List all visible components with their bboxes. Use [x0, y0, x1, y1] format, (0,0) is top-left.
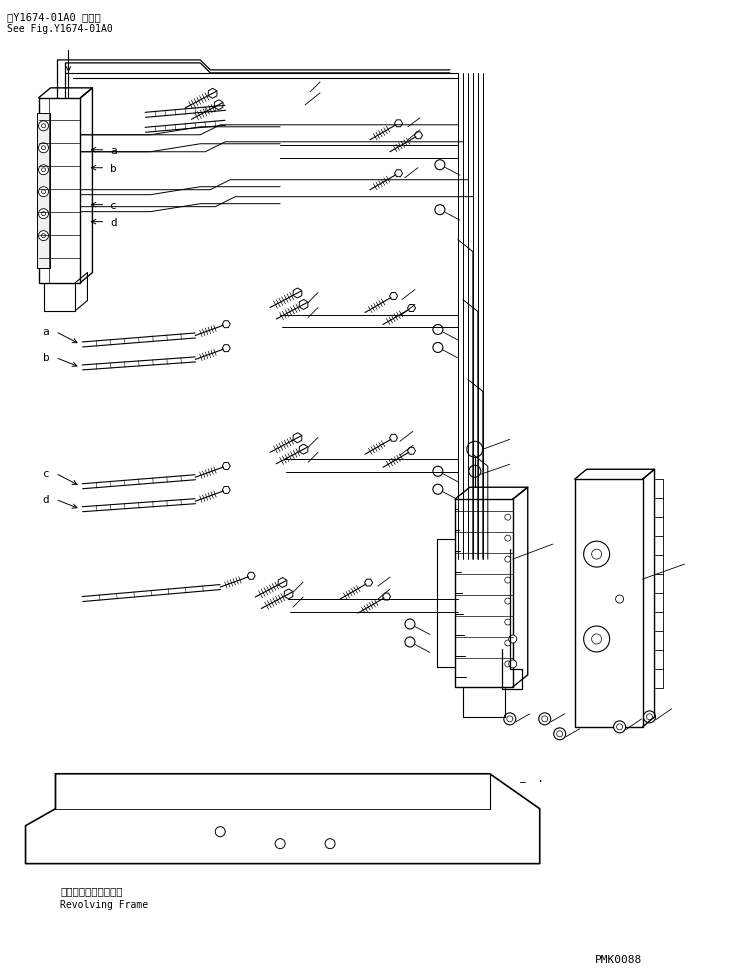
Text: a: a [42, 327, 49, 338]
Polygon shape [395, 169, 403, 177]
Circle shape [646, 713, 652, 720]
Circle shape [468, 466, 481, 477]
Polygon shape [223, 345, 231, 351]
Text: b: b [111, 164, 117, 173]
Text: d: d [42, 496, 49, 505]
Circle shape [435, 160, 445, 169]
Polygon shape [389, 435, 397, 441]
Polygon shape [223, 487, 231, 494]
Circle shape [591, 549, 602, 560]
Polygon shape [293, 288, 302, 298]
Circle shape [507, 716, 513, 722]
Circle shape [42, 146, 45, 150]
Bar [455, 499, 513, 687]
Text: a: a [111, 146, 117, 156]
Circle shape [42, 124, 45, 128]
Bar [37, 113, 51, 267]
Circle shape [42, 190, 45, 194]
Polygon shape [278, 578, 287, 588]
Polygon shape [299, 444, 308, 454]
Circle shape [325, 838, 335, 849]
Text: c: c [111, 200, 117, 211]
Circle shape [553, 728, 566, 740]
Circle shape [505, 661, 511, 667]
Polygon shape [389, 292, 397, 299]
Text: PMK0088: PMK0088 [594, 955, 642, 965]
Circle shape [39, 142, 48, 153]
Bar [39, 98, 81, 283]
Polygon shape [284, 589, 293, 599]
Circle shape [505, 557, 511, 562]
Circle shape [42, 233, 45, 237]
Circle shape [505, 514, 511, 520]
Circle shape [583, 541, 610, 567]
Circle shape [505, 640, 511, 646]
Circle shape [509, 660, 517, 668]
Circle shape [39, 230, 48, 241]
Polygon shape [408, 305, 416, 312]
Text: d: d [111, 218, 117, 227]
Polygon shape [223, 320, 231, 327]
Polygon shape [223, 463, 231, 469]
Circle shape [215, 827, 225, 836]
Polygon shape [293, 433, 302, 442]
Text: c: c [42, 469, 49, 479]
Circle shape [505, 598, 511, 604]
Bar [575, 479, 643, 727]
Circle shape [505, 535, 511, 541]
Circle shape [275, 838, 285, 849]
Polygon shape [383, 593, 391, 600]
Circle shape [433, 467, 443, 476]
Text: 第Y1674-01A0 図参照: 第Y1674-01A0 図参照 [7, 12, 100, 22]
Circle shape [505, 619, 511, 625]
Circle shape [433, 343, 443, 352]
Circle shape [583, 626, 610, 652]
Polygon shape [408, 447, 416, 454]
Circle shape [433, 324, 443, 335]
Polygon shape [395, 120, 403, 127]
Polygon shape [414, 132, 422, 138]
Circle shape [613, 721, 626, 733]
Circle shape [433, 484, 443, 495]
Circle shape [504, 712, 516, 725]
Polygon shape [208, 88, 217, 99]
Circle shape [616, 595, 624, 603]
Text: –  ·: – · [520, 776, 543, 787]
Circle shape [557, 731, 563, 737]
Circle shape [39, 165, 48, 174]
Circle shape [42, 212, 45, 216]
Polygon shape [247, 572, 255, 579]
Circle shape [591, 634, 602, 644]
Circle shape [467, 441, 483, 457]
Polygon shape [299, 299, 308, 310]
Circle shape [405, 619, 415, 629]
Circle shape [42, 167, 45, 171]
Circle shape [542, 716, 548, 722]
Circle shape [39, 187, 48, 197]
Circle shape [435, 204, 445, 215]
Polygon shape [214, 100, 223, 109]
Polygon shape [365, 579, 373, 586]
Text: See Fig.Y1674-01A0: See Fig.Y1674-01A0 [7, 24, 112, 34]
Text: レボルビングフレーム: レボルビングフレーム [61, 887, 123, 896]
Circle shape [539, 712, 550, 725]
Circle shape [509, 635, 517, 643]
Circle shape [616, 724, 623, 730]
Circle shape [405, 637, 415, 647]
Text: b: b [42, 353, 49, 363]
Circle shape [643, 711, 656, 723]
Circle shape [39, 209, 48, 219]
Circle shape [39, 121, 48, 131]
Circle shape [505, 577, 511, 583]
Text: Revolving Frame: Revolving Frame [61, 899, 149, 910]
